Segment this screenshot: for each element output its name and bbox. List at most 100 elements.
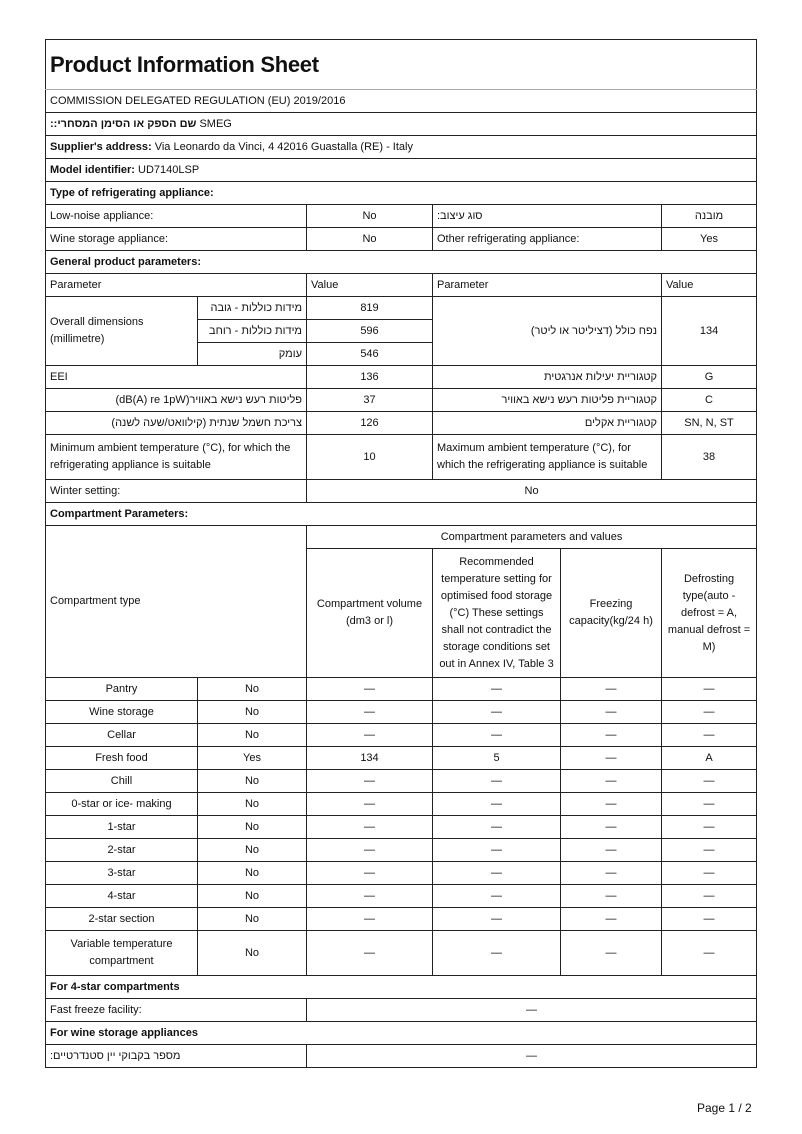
- eei-value: 136: [306, 365, 433, 389]
- consumption-value: 126: [306, 411, 433, 435]
- supplier-name: SMEG: [199, 117, 232, 130]
- header-parameter: Parameter: [45, 273, 307, 297]
- compartment-freezing: —: [560, 838, 662, 862]
- min-temp-label: Minimum ambient temperature (°C), for wh…: [45, 434, 307, 480]
- compartment-row: Chill No — — — —: [45, 769, 758, 793]
- compartment-defrost: —: [660, 700, 758, 724]
- compartment-name: Fresh food: [45, 746, 198, 770]
- max-temp-label: Maximum ambient temperature (°C), for wh…: [432, 434, 662, 480]
- compartment-present: No: [197, 930, 307, 976]
- fast-freeze-label: Fast freeze facility:: [45, 998, 307, 1022]
- volume-value: 134: [660, 296, 758, 366]
- energy-class-value: G: [660, 365, 758, 389]
- design-value: מובנה: [660, 204, 758, 228]
- compartment-present: No: [197, 700, 307, 724]
- compartment-volume: —: [306, 907, 433, 931]
- compartment-temperature: —: [432, 792, 561, 816]
- supplier-name-label: שם הספק או הסימן המסחרי::: [50, 117, 197, 130]
- compartment-defrost: —: [660, 838, 758, 862]
- compartment-row: 0-star or ice- making No — — — —: [45, 792, 758, 816]
- compartment-present: Yes: [197, 746, 307, 770]
- noise-value: 37: [306, 388, 433, 412]
- low-noise-label: Low-noise appliance:: [45, 204, 307, 228]
- compartment-defrost: —: [660, 861, 758, 885]
- compartment-row: Cellar No — — — —: [45, 723, 758, 747]
- compartment-freezing: —: [560, 769, 662, 793]
- compartment-row: 1-star No — — — —: [45, 815, 758, 839]
- compartment-type-label: Compartment type: [45, 525, 307, 678]
- compartment-name: 0-star or ice- making: [45, 792, 198, 816]
- compartment-freezing: —: [560, 861, 662, 885]
- compartment-volume: —: [306, 861, 433, 885]
- compartment-present: No: [197, 769, 307, 793]
- compartment-freezing: —: [560, 677, 662, 701]
- wine-value: No: [306, 227, 433, 251]
- depth-value: 546: [306, 342, 433, 366]
- compartment-freezing: —: [560, 884, 662, 908]
- eei-label: EEI: [45, 365, 307, 389]
- compartment-temperature: —: [432, 884, 561, 908]
- compartment-freezing: —: [560, 907, 662, 931]
- compartment-temperature: —: [432, 815, 561, 839]
- compartment-temperature: —: [432, 677, 561, 701]
- compartment-row: Variable temperature compartment No — — — —: [45, 930, 758, 976]
- page-title: Product Information Sheet: [44, 39, 758, 90]
- regulation: COMMISSION DELEGATED REGULATION (EU) 201…: [44, 89, 758, 113]
- compartment-temperature: 5: [432, 746, 561, 770]
- col-defrost: Defrosting type(auto - defrost = A, manu…: [660, 548, 758, 678]
- min-temp-value: 10: [306, 434, 433, 480]
- compartment-volume: —: [306, 677, 433, 701]
- compartment-defrost: —: [660, 815, 758, 839]
- compartment-freezing: —: [560, 815, 662, 839]
- compartment-temperature: —: [432, 723, 561, 747]
- compartment-defrost: —: [660, 884, 758, 908]
- product-info-table: Product Information Sheet COMMISSION DEL…: [44, 39, 758, 1068]
- design-label: סוג עיצוב:: [432, 204, 662, 228]
- header-value-2: Value: [660, 273, 758, 297]
- low-noise-value: No: [306, 204, 433, 228]
- compartment-row: Pantry No — — — —: [45, 677, 758, 701]
- consumption-label: צריכת חשמל שנתית (קילוואט/שעה לשנה): [45, 411, 307, 435]
- compartment-present: No: [197, 838, 307, 862]
- compartment-volume: 134: [306, 746, 433, 770]
- dims-label: Overall dimensions (millimetre): [45, 296, 198, 366]
- compartment-row: Wine storage No — — — —: [45, 700, 758, 724]
- compartment-group-label: Compartment parameters and values: [305, 525, 758, 549]
- page-number: Page 1 / 2: [697, 1101, 752, 1115]
- compartment-defrost: —: [660, 792, 758, 816]
- compartment-freezing: —: [560, 700, 662, 724]
- compartment-defrost: —: [660, 723, 758, 747]
- compartment-name: Cellar: [45, 723, 198, 747]
- volume-label: נפח כולל (דציליטר או ליטר): [432, 296, 662, 366]
- compartment-name: Chill: [45, 769, 198, 793]
- compartment-defrost: —: [660, 769, 758, 793]
- bottles-value: —: [305, 1044, 758, 1068]
- noise-label: פליטות רעש נישא באוויר(dB(A) re 1pW): [45, 388, 307, 412]
- compartment-volume: —: [306, 723, 433, 747]
- width-label: מידות כוללות - רוחב: [197, 319, 307, 343]
- fast-freeze-value: —: [305, 998, 758, 1022]
- compartment-present: No: [197, 861, 307, 885]
- compartment-temperature: —: [432, 930, 561, 976]
- compartment-freezing: —: [560, 930, 662, 976]
- compartment-volume: —: [306, 792, 433, 816]
- compartment-name: 4-star: [45, 884, 198, 908]
- max-temp-value: 38: [660, 434, 758, 480]
- address-label: Supplier's address:: [50, 140, 152, 153]
- compartment-freezing: —: [560, 746, 662, 770]
- compartment-freezing: —: [560, 723, 662, 747]
- depth-label: עומק: [197, 342, 307, 366]
- address-row: Supplier's address: Via Leonardo da Vinc…: [44, 135, 758, 159]
- compartment-heading: Compartment Parameters:: [44, 502, 758, 526]
- noise-class-label: קטגוריית פליטות רעש נישא באוויר: [432, 388, 662, 412]
- compartment-name: 3-star: [45, 861, 198, 885]
- general-heading: General product parameters:: [44, 250, 758, 274]
- compartment-row: 3-star No — — — —: [45, 861, 758, 885]
- compartment-volume: —: [306, 769, 433, 793]
- compartment-present: No: [197, 792, 307, 816]
- height-value: 819: [306, 296, 433, 320]
- compartment-row: Fresh food Yes 134 5— A: [45, 746, 758, 770]
- header-value: Value: [306, 273, 433, 297]
- wine-heading: For wine storage appliances: [44, 1021, 758, 1045]
- compartment-present: No: [197, 677, 307, 701]
